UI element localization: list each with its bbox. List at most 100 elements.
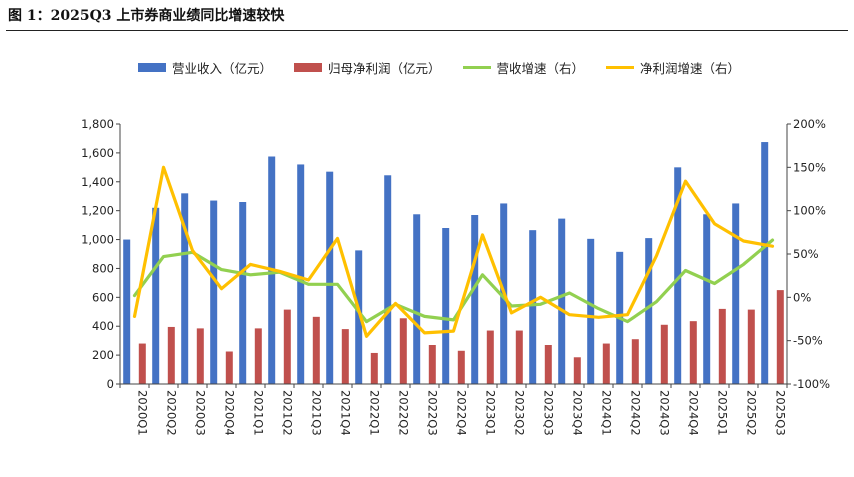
lines-layer — [132, 165, 775, 338]
legend-label-revenue: 营业收入（亿元） — [172, 61, 273, 76]
x-tick-label-2023Q2: 2023Q2 — [513, 390, 527, 436]
revenue-bar-2025Q1 — [703, 214, 711, 384]
x-tick-label-2022Q2: 2022Q2 — [397, 390, 411, 436]
net-profit-bar-2022Q2 — [399, 318, 407, 384]
legend-label-revenue-growth: 营收增速（右） — [496, 61, 585, 76]
left-tick-label: 1,600 — [81, 146, 114, 160]
legend-item-revenue-growth: 营收增速（右） — [462, 58, 585, 77]
right-tick-label: 100% — [793, 204, 826, 218]
net-profit-bar-2020Q2 — [167, 326, 175, 384]
revenue-bar-2025Q2 — [732, 203, 740, 384]
figure-title: 图 1：2025Q3 上市券商业绩同比增速较快 — [8, 8, 285, 24]
x-tick-label-2023Q4: 2023Q4 — [571, 390, 585, 436]
left-tick-label: 800 — [92, 261, 114, 275]
legend-swatch-revenue-growth — [462, 66, 491, 69]
legend-item-revenue: 营业收入（亿元） — [138, 58, 272, 77]
x-tick-label-2020Q2: 2020Q2 — [165, 390, 179, 436]
right-tick-label: -100% — [793, 377, 830, 391]
left-tick-label: 200 — [92, 348, 114, 362]
x-tick-label-2020Q4: 2020Q4 — [223, 390, 237, 436]
legend-label-net-profit: 归母净利润（亿元） — [328, 61, 441, 76]
net-profit-bar-2024Q4 — [689, 321, 697, 384]
right-tick-label: 150% — [793, 160, 826, 174]
left-tick-label: 1,000 — [81, 233, 114, 247]
net-profit-bar-2025Q3 — [776, 290, 784, 384]
revenue-bar-2020Q4 — [210, 200, 218, 384]
net-profit-bar-2020Q1 — [138, 343, 146, 384]
chart-legend: 营业收入（亿元） 归母净利润（亿元） 营收增速（右） 净利润增速（右） — [138, 58, 762, 77]
net-profit-bar-2025Q1 — [718, 308, 726, 384]
legend-swatch-net-profit — [294, 63, 323, 72]
left-tick-label: 600 — [92, 290, 114, 304]
x-tick-label-2023Q1: 2023Q1 — [484, 390, 498, 436]
x-tick-label-2021Q1: 2021Q1 — [252, 390, 266, 436]
left-tick-label: 0 — [107, 377, 114, 391]
net-profit-bar-2021Q3 — [312, 316, 320, 384]
x-tick-label-2021Q2: 2021Q2 — [281, 390, 295, 436]
net-profit-bar-2024Q1 — [602, 343, 610, 384]
revenue-bar-2020Q3 — [181, 193, 189, 384]
axes-layer: 0 200 400 600 800 1,000 1,200 1,400 1,600 1,800 -1… — [81, 117, 830, 436]
legend-swatch-revenue — [138, 63, 166, 72]
revenue-bar-2024Q3 — [645, 238, 653, 384]
net-profit-bar-2022Q4 — [457, 350, 465, 384]
net-profit-bar-2022Q3 — [428, 345, 436, 384]
legend-item-profit-growth: 净利润增速（右） — [606, 58, 740, 77]
revenue-bar-2020Q2 — [152, 207, 160, 384]
revenue-bar-2023Q3 — [529, 230, 537, 384]
bars-layer — [123, 142, 784, 384]
net-profit-bar-2025Q2 — [747, 309, 755, 384]
x-tick-label-2022Q1: 2022Q1 — [368, 390, 382, 436]
x-tick-label-2024Q4: 2024Q4 — [687, 390, 701, 436]
x-tick-label-2024Q2: 2024Q2 — [629, 390, 643, 436]
revenue-bar-2021Q4 — [326, 171, 334, 384]
net-profit-bar-2023Q1 — [486, 330, 494, 384]
revenue-bar-2022Q2 — [384, 175, 392, 384]
title-rule — [6, 30, 848, 31]
net-profit-bar-2020Q3 — [196, 328, 204, 384]
revenue-bar-2024Q1 — [587, 238, 595, 384]
x-tick-label-2021Q3: 2021Q3 — [310, 390, 324, 436]
right-tick-label: 0% — [793, 290, 811, 304]
x-tick-label-2024Q1: 2024Q1 — [600, 390, 614, 436]
net-profit-bar-2023Q2 — [515, 330, 523, 384]
x-tick-label-2021Q4: 2021Q4 — [339, 390, 353, 436]
net-profit-bar-2023Q3 — [544, 345, 552, 384]
x-tick-label-2022Q4: 2022Q4 — [455, 390, 469, 436]
net-profit-bar-2024Q2 — [631, 339, 639, 384]
left-tick-label: 400 — [92, 319, 114, 333]
revenue-bar-2020Q1 — [123, 239, 131, 384]
x-tick-label-2024Q3: 2024Q3 — [658, 390, 672, 436]
net-profit-bar-2021Q4 — [341, 329, 349, 384]
x-tick-label-2025Q3: 2025Q3 — [774, 390, 788, 436]
x-tick-label-2025Q2: 2025Q2 — [745, 390, 759, 436]
net-profit-bar-2023Q4 — [573, 357, 581, 384]
revenue-bar-2022Q4 — [442, 228, 450, 384]
net-profit-bar-2024Q3 — [660, 324, 668, 384]
revenue-bar-2022Q1 — [355, 250, 363, 384]
x-tick-label-2023Q3: 2023Q3 — [542, 390, 556, 436]
revenue-bar-2023Q1 — [471, 215, 479, 384]
right-tick-label: 200% — [793, 117, 826, 131]
revenue-bar-2021Q1 — [239, 202, 247, 384]
revenue-bar-2024Q4 — [674, 167, 682, 384]
legend-swatch-profit-growth — [606, 66, 635, 69]
net-profit-bar-2021Q1 — [254, 328, 262, 384]
left-tick-label: 1,400 — [81, 175, 114, 189]
x-tick-label-2025Q1: 2025Q1 — [716, 390, 730, 436]
net-profit-bar-2022Q1 — [370, 352, 378, 384]
x-tick-label-2022Q3: 2022Q3 — [426, 390, 440, 436]
revenue-bar-2022Q3 — [413, 214, 421, 384]
right-tick-label: 50% — [793, 247, 819, 261]
profit-growth-line — [132, 165, 775, 338]
revenue-bar-2021Q3 — [297, 164, 305, 384]
left-tick-label: 1,200 — [81, 204, 114, 218]
left-tick-label: 1,800 — [81, 117, 114, 131]
right-tick-label: -50% — [793, 334, 823, 348]
x-tick-label-2020Q1: 2020Q1 — [136, 390, 150, 436]
net-profit-bar-2020Q4 — [225, 351, 233, 384]
legend-item-net-profit: 归母净利润（亿元） — [294, 58, 441, 77]
legend-label-profit-growth: 净利润增速（右） — [640, 61, 741, 76]
revenue-bar-2023Q4 — [558, 218, 566, 384]
